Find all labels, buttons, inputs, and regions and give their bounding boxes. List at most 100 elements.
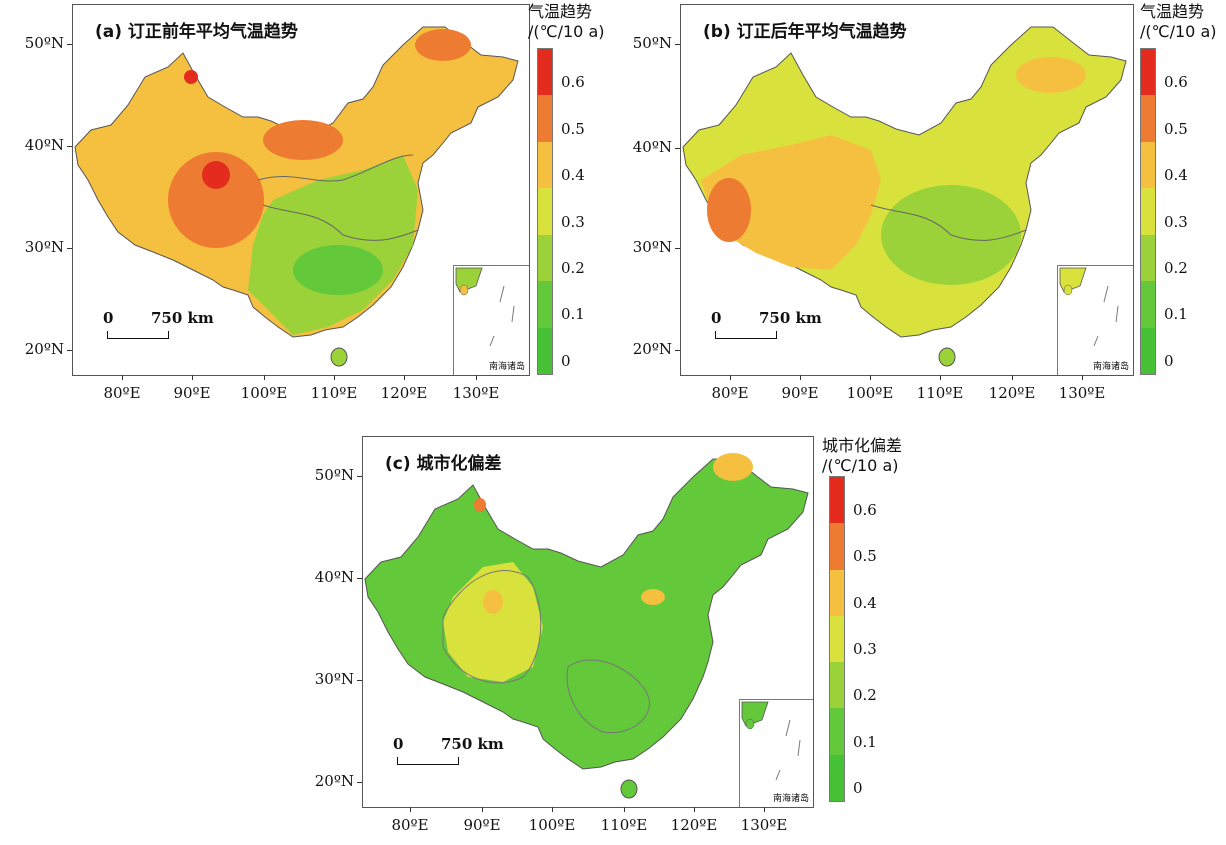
china-outline: [74, 26, 519, 338]
legend-label: 0.2: [1164, 258, 1188, 277]
lon-tick-label: 80ºE: [103, 384, 141, 402]
scale-zero: 0: [103, 309, 114, 327]
scale-length: 750 km: [441, 735, 504, 753]
legend-label: 0.5: [561, 119, 585, 138]
legend-swatch: [1141, 49, 1155, 96]
lon-tick-label: 130ºE: [740, 816, 788, 834]
legend-swatch: [830, 523, 844, 571]
scale-bar: 0 750 km: [103, 309, 214, 343]
legend-swatch: [1141, 188, 1155, 236]
lon-tick-mark: [1012, 375, 1013, 380]
lon-tick-label: 110ºE: [916, 384, 964, 402]
river: [262, 204, 419, 241]
lon-tick-mark: [694, 807, 695, 812]
legend-swatch: [1141, 327, 1155, 375]
legend-label: 0.5: [853, 547, 877, 566]
lat-tick-mark: [675, 350, 680, 351]
lat-tick-label: 50ºN: [632, 34, 672, 52]
south-china-sea-inset: 南海诸岛: [739, 699, 813, 807]
lon-tick-mark: [192, 375, 193, 380]
scale-length: 750 km: [151, 309, 214, 327]
lon-tick-mark: [1082, 375, 1083, 380]
panel-c: (c) 城市化偏差 0 750 km 南海诸岛 城市化偏差 /(℃/10 a) …: [290, 428, 930, 845]
legend-swatch: [830, 754, 844, 802]
legend-title: 城市化偏差 /(℃/10 a): [822, 436, 903, 475]
legend-label: 0.6: [1164, 73, 1188, 92]
hainan: [620, 779, 638, 799]
legend-label: 0.2: [561, 258, 585, 277]
panel-title: (b) 订正后年平均气温趋势: [703, 22, 907, 42]
scale-bar: 0 750 km: [393, 735, 504, 769]
yellow-zone: [443, 562, 543, 682]
hot-spot: [202, 161, 230, 189]
lat-tick-label: 30ºN: [632, 238, 672, 256]
lat-tick-mark: [675, 248, 680, 249]
lon-tick-label: 80ºE: [711, 384, 749, 402]
hot-spot: [263, 120, 343, 160]
legend-label: 0: [561, 351, 571, 370]
lon-tick-mark: [476, 375, 477, 380]
inset-label: 南海诸岛: [1092, 362, 1129, 372]
warm-zone: [701, 135, 881, 270]
lat-tick-label: 30ºN: [24, 238, 64, 256]
lon-tick-mark: [870, 375, 871, 380]
lon-tick-label: 100ºE: [240, 384, 288, 402]
lon-tick-label: 110ºE: [600, 816, 648, 834]
south-china-sea-inset: 南海诸岛: [453, 265, 529, 375]
legend-label: 0.1: [853, 732, 877, 751]
lon-tick-mark: [334, 375, 335, 380]
legend-swatch: [1141, 234, 1155, 282]
inset-label: 南海诸岛: [772, 794, 809, 804]
lon-tick-mark: [764, 807, 765, 812]
lat-tick-mark: [675, 44, 680, 45]
lat-tick-label: 40ºN: [314, 568, 354, 586]
green-zone: [293, 245, 383, 295]
lon-tick-mark: [404, 375, 405, 380]
legend-label: 0.4: [853, 593, 877, 612]
scale-line: [715, 331, 777, 339]
legend-swatch: [1141, 281, 1155, 329]
lon-tick-mark: [730, 375, 731, 380]
lat-tick-mark: [67, 248, 72, 249]
lon-tick-label: 120ºE: [988, 384, 1036, 402]
legend-label: 0.5: [1164, 119, 1188, 138]
legend-label: 0.3: [853, 640, 877, 658]
inset-map: [1059, 267, 1119, 347]
lon-tick-mark: [482, 807, 483, 812]
lon-tick-label: 120ºE: [670, 816, 718, 834]
panel-title: (c) 城市化偏差: [385, 454, 502, 474]
lon-tick-mark: [624, 807, 625, 812]
lat-tick-label: 20ºN: [632, 340, 672, 358]
lat-tick-mark: [675, 148, 680, 149]
lon-tick-label: 90ºE: [173, 384, 211, 402]
lon-tick-mark: [122, 375, 123, 380]
warm-zone: [1016, 57, 1086, 93]
warm-spot: [641, 589, 665, 605]
lon-tick-mark: [264, 375, 265, 380]
hot-spot: [415, 29, 471, 61]
legend-label: 0: [853, 778, 863, 797]
river: [257, 154, 414, 182]
panel-b: (b) 订正后年平均气温趋势 0 750 km 南海诸岛 气温趋势 /(℃/10…: [606, 0, 1226, 420]
legend-swatch: [1141, 95, 1155, 143]
legend-swatch: [538, 188, 552, 236]
scale-bar: 0 750 km: [711, 309, 822, 343]
lat-tick-label: 30ºN: [314, 670, 354, 688]
river: [870, 204, 1027, 241]
legend-colorbar: [537, 48, 553, 375]
legend-label: 0.4: [1164, 166, 1188, 185]
legend-swatch: [1141, 141, 1155, 189]
legend-swatch: [830, 662, 844, 709]
lat-tick-mark: [357, 782, 362, 783]
lat-tick-mark: [357, 680, 362, 681]
hot-spot: [184, 70, 198, 84]
lon-tick-label: 120ºE: [380, 384, 428, 402]
legend-swatch: [830, 708, 844, 756]
scale-length: 750 km: [759, 309, 822, 327]
hot-spot: [168, 152, 264, 248]
lon-tick-label: 90ºE: [463, 816, 501, 834]
lat-tick-label: 50ºN: [24, 34, 64, 52]
inset-map: [741, 701, 801, 781]
legend-label: 0.6: [853, 501, 877, 520]
legend-swatch: [538, 234, 552, 282]
